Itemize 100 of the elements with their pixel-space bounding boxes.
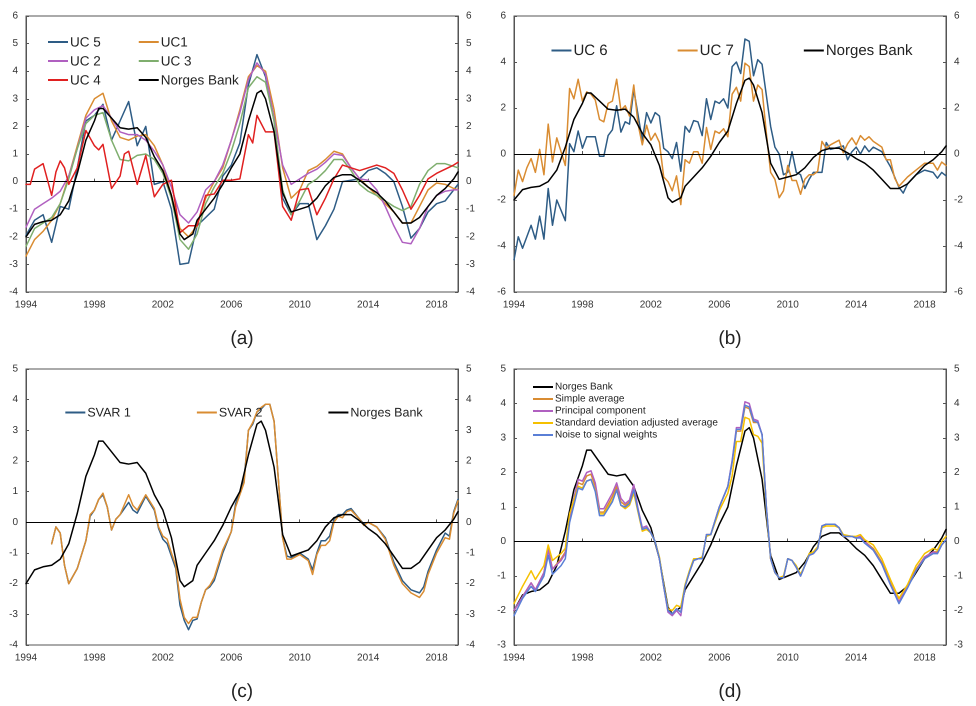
- y2-tick-label: 6: [954, 10, 960, 22]
- y-tick-label: 2: [12, 456, 18, 466]
- legend-label: Norges Bank: [350, 406, 424, 420]
- legend-label: UC 7: [700, 42, 734, 59]
- y2-tick-label: 3: [954, 432, 960, 444]
- x-tick-label: 2002: [152, 300, 174, 310]
- y2-tick-label: -2: [954, 194, 964, 206]
- y2-tick-label: -6: [954, 286, 964, 298]
- x-tick-label: 2002: [640, 652, 662, 664]
- x-tick-label: 1998: [83, 300, 106, 310]
- y-tick-label: -1: [497, 570, 506, 582]
- y-tick-label: 2: [500, 467, 506, 478]
- x-tick-label: 1994: [502, 652, 526, 664]
- y2-tick-label: 0: [954, 536, 960, 547]
- y-tick-label: 4: [500, 56, 506, 68]
- legend-label: Noise to signal weights: [555, 430, 658, 440]
- x-axis-title: (c): [230, 681, 254, 702]
- y2-tick-label: 0: [466, 176, 472, 188]
- legend-label: UC1: [160, 34, 188, 50]
- y2-tick-label: 2: [954, 467, 960, 478]
- legend-label: UC 2: [70, 54, 101, 68]
- x-tick-label: 2018: [425, 652, 448, 664]
- x-tick-label: 1998: [571, 652, 594, 664]
- x-tick-label: 2018: [913, 652, 936, 664]
- y2-tick-label: 0: [466, 516, 472, 528]
- x-tick-label: 1994: [502, 300, 526, 310]
- y2-tick-label: -1: [466, 548, 476, 558]
- x-axis-title: (a): [230, 328, 254, 349]
- x-tick-label: 1998: [83, 652, 106, 664]
- legend-label: Norges Bank: [160, 72, 240, 88]
- x-tick-label: 2010: [288, 652, 312, 664]
- line-series: [25, 114, 459, 234]
- y2-tick-label: -3: [466, 608, 476, 620]
- y-tick-label: -1: [9, 204, 18, 215]
- x-tick-label: 2018: [425, 300, 448, 310]
- y2-tick-label: -3: [954, 640, 964, 650]
- y2-tick-label: 1: [954, 502, 960, 512]
- y2-tick-label: -1: [954, 570, 964, 582]
- x-tick-label: 2018: [913, 300, 936, 310]
- x-tick-label: 2010: [776, 300, 800, 310]
- y-tick-label: 1: [12, 148, 18, 160]
- legend-label: Norges Bank: [555, 382, 614, 392]
- y-tick-label: 5: [12, 364, 18, 374]
- y2-tick-label: 3: [466, 424, 472, 436]
- y2-tick-label: -1: [466, 204, 476, 215]
- y-tick-label: -2: [497, 605, 506, 616]
- x-tick-label: 2002: [152, 652, 174, 664]
- legend-label: UC 5: [70, 34, 101, 50]
- x-tick-label: 2014: [845, 652, 868, 664]
- line-series: [25, 420, 459, 588]
- y2-tick-label: -2: [954, 605, 964, 616]
- x-tick-label: 2010: [776, 652, 800, 664]
- legend-label: UC 3: [160, 54, 192, 68]
- y-tick-label: 0: [12, 516, 18, 528]
- y-tick-label: -1: [9, 548, 18, 558]
- y2-tick-label: 5: [466, 38, 472, 50]
- y2-tick-label: -4: [954, 240, 964, 252]
- y2-tick-label: 5: [954, 364, 960, 374]
- y-tick-label: 0: [500, 148, 506, 160]
- y-tick-label: -3: [497, 640, 506, 650]
- y-tick-label: 6: [12, 10, 18, 22]
- legend-label: SVAR 1: [87, 406, 131, 420]
- line-series: [513, 38, 947, 261]
- y-tick-label: 1: [500, 502, 506, 512]
- y2-tick-label: -2: [466, 231, 476, 242]
- y-tick-label: 1: [12, 486, 18, 498]
- x-tick-label: 2014: [357, 652, 380, 664]
- legend-label: Principal component: [555, 406, 646, 416]
- y2-tick-label: 5: [466, 364, 472, 374]
- legend-label: UC 6: [573, 42, 608, 59]
- y-tick-label: -2: [9, 578, 18, 590]
- y-tick-label: -6: [497, 286, 506, 298]
- y2-tick-label: 2: [466, 456, 472, 466]
- y-tick-label: 2: [12, 120, 18, 132]
- y-tick-label: 3: [12, 93, 18, 104]
- y-tick-label: -4: [9, 640, 18, 650]
- y2-tick-label: 2: [466, 120, 472, 132]
- y2-tick-label: 1: [466, 148, 472, 160]
- y2-tick-label: -2: [466, 578, 476, 590]
- y2-tick-label: 2: [954, 102, 960, 114]
- x-axis-title: (b): [718, 328, 742, 349]
- x-axis-title: (d): [718, 681, 742, 702]
- x-tick-label: 1998: [571, 300, 594, 310]
- y-tick-label: 5: [500, 364, 506, 374]
- y-tick-label: 6: [500, 10, 506, 22]
- y-tick-label: -4: [497, 240, 506, 252]
- y2-tick-label: 6: [466, 10, 472, 22]
- y2-tick-label: 4: [466, 66, 472, 77]
- y-tick-label: 2: [500, 102, 506, 114]
- y2-tick-label: 3: [466, 93, 472, 104]
- y2-tick-label: 1: [466, 486, 472, 498]
- y-tick-label: 0: [12, 176, 18, 188]
- y2-tick-label: 0: [954, 148, 960, 160]
- x-tick-label: 2006: [220, 300, 243, 310]
- y-tick-label: -2: [9, 231, 18, 242]
- legend-label: Standard deviation adjusted average: [555, 418, 718, 428]
- y-tick-label: 3: [500, 432, 506, 444]
- y2-tick-label: 4: [466, 394, 472, 406]
- x-tick-label: 2002: [640, 300, 662, 310]
- y-tick-label: -3: [9, 258, 18, 270]
